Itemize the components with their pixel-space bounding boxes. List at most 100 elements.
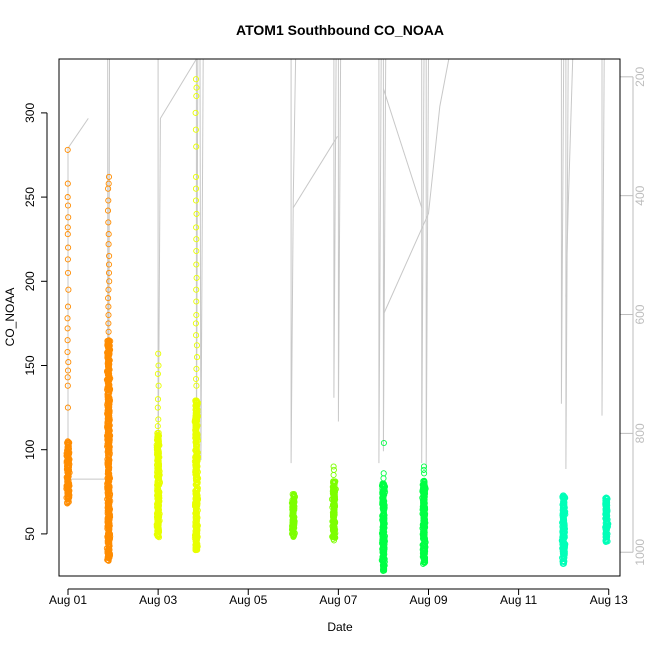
data-point-1195	[154, 404, 161, 411]
data-point-174	[65, 457, 72, 465]
data-point-2234	[380, 495, 387, 502]
data-point-2246	[380, 439, 387, 447]
secondary-y-tick-label-200: 200	[633, 66, 647, 86]
data-point-181	[65, 484, 72, 491]
data-point-1973	[331, 506, 338, 513]
data-point-1134	[155, 466, 162, 473]
pressure-line-segment-0	[67, 118, 89, 149]
data-point-2245	[380, 516, 387, 523]
data-point-2690	[559, 493, 566, 500]
data-point-2242	[380, 555, 387, 562]
data-point-1192	[154, 370, 161, 377]
secondary-y-tick-label-600: 600	[633, 304, 647, 324]
data-point-1657	[193, 210, 200, 217]
data-point-1595	[193, 481, 200, 488]
data-point-1653	[193, 143, 200, 150]
data-point-1978	[330, 491, 337, 498]
x-tick-label-0: Aug 01	[49, 593, 87, 607]
data-point-766	[105, 557, 112, 564]
data-point-2703	[560, 551, 567, 558]
data-point-2248	[380, 475, 387, 482]
pressure-line-segment-9	[333, 58, 342, 422]
data-point-2236	[379, 549, 386, 556]
data-point-1797	[290, 518, 297, 525]
data-point-2488	[420, 512, 427, 519]
data-point-2705	[561, 554, 568, 561]
data-point-835	[104, 539, 111, 547]
data-point-163	[64, 479, 71, 486]
data-point-192	[65, 244, 72, 251]
data-point-189	[65, 214, 72, 221]
data-point-854	[105, 516, 112, 523]
data-point-1982	[330, 479, 337, 486]
data-point-1802	[290, 524, 297, 531]
data-point-199	[64, 337, 71, 344]
x-tick-label-3: Aug 07	[319, 593, 357, 607]
axes-layer: 50 100 150 200 250 300 Aug 01 Aug 03 Aug 05 Aug 0…	[23, 66, 647, 607]
data-point-173	[65, 445, 72, 453]
data-point-2482	[419, 550, 426, 557]
data-point-866	[104, 207, 112, 214]
data-point-1173	[155, 531, 162, 538]
data-point-119	[64, 472, 72, 480]
data-point-863	[105, 180, 112, 187]
pressure-line-segment-12	[421, 58, 429, 470]
data-point-2222	[381, 524, 388, 531]
data-point-2656	[559, 504, 566, 511]
data-point-2216	[379, 513, 386, 520]
data-point-1651	[192, 109, 199, 116]
data-point-2485	[421, 535, 429, 542]
data-point-2701	[560, 532, 567, 540]
data-point-1176	[155, 433, 162, 440]
data-point-2832	[603, 515, 610, 522]
data-point-1615	[193, 460, 200, 467]
data-point-196	[64, 303, 72, 310]
data-point-1606	[193, 533, 200, 540]
data-point-1770	[289, 491, 296, 498]
x-tick-label-2: Aug 05	[229, 593, 267, 607]
data-point-2698	[560, 540, 567, 547]
data-point-844	[104, 533, 111, 540]
data-point-201	[65, 359, 72, 366]
data-point-831	[105, 408, 112, 415]
data-point-1654	[192, 173, 200, 180]
data-point-827	[104, 463, 112, 470]
data-point-180	[64, 469, 71, 476]
data-point-2235	[380, 560, 387, 567]
y-tick-label-150: 150	[23, 355, 37, 375]
data-point-859	[106, 536, 113, 543]
data-point-1628	[193, 543, 200, 550]
data-point-200	[64, 348, 71, 356]
data-point-193	[64, 256, 71, 263]
data-point-865	[105, 197, 112, 204]
data-point-1984	[330, 466, 337, 473]
data-point-1187	[155, 440, 162, 447]
data-point-850	[104, 509, 111, 517]
data-point-1798	[290, 497, 297, 504]
data-point-1178	[154, 459, 161, 466]
data-point-2494	[419, 503, 426, 510]
data-point-2838	[602, 534, 609, 541]
data-point-858	[105, 431, 112, 438]
data-point-864	[105, 185, 112, 192]
data-point-2408	[421, 559, 428, 567]
data-point-1799	[290, 527, 297, 534]
secondary-y-tick-label-1000: 1000	[633, 539, 647, 566]
data-point-2695	[561, 559, 568, 566]
data-point-2706	[559, 512, 566, 519]
data-point-830	[104, 449, 111, 456]
data-point-191	[64, 231, 71, 238]
data-point-819	[105, 423, 112, 430]
data-point-2237	[379, 505, 386, 512]
data-point-1135	[155, 463, 162, 470]
secondary-y-tick-label-400: 400	[633, 185, 647, 205]
data-point-1193	[155, 382, 162, 389]
data-point-773	[104, 386, 111, 393]
data-point-2478	[419, 532, 427, 539]
data-point-847	[105, 528, 112, 535]
data-point-867	[105, 219, 112, 226]
data-point-144	[65, 480, 72, 487]
data-point-206	[64, 438, 71, 445]
